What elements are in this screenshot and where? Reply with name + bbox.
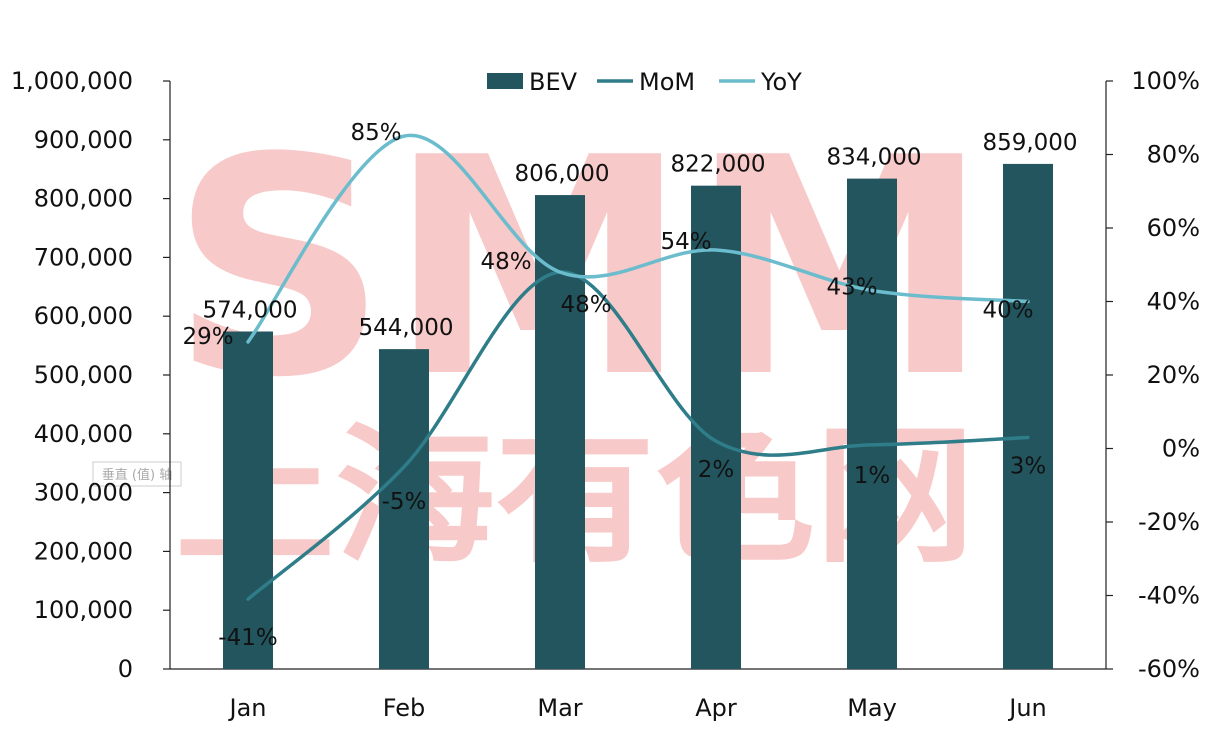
- mom-data-label: 48%: [560, 292, 611, 318]
- right-tick-label: 80%: [1147, 141, 1200, 169]
- yoy-data-label: 85%: [350, 120, 401, 146]
- bev-data-label: 544,000: [358, 315, 453, 341]
- yoy-data-label: 48%: [480, 249, 531, 275]
- legend-label: MoM: [639, 68, 695, 96]
- mom-data-label: 3%: [1010, 453, 1047, 479]
- legend-label: YoY: [760, 68, 802, 96]
- left-tick-label: 800,000: [34, 185, 133, 213]
- bar: [223, 331, 273, 669]
- yoy-data-label: 29%: [182, 324, 233, 350]
- x-tick-label: Feb: [383, 694, 426, 722]
- line-yoy: [246, 133, 1030, 344]
- x-tick-label: Apr: [695, 694, 737, 722]
- left-tick-label: 600,000: [34, 302, 133, 330]
- bev-data-label: 822,000: [670, 152, 765, 178]
- bar-series: [223, 163, 1053, 669]
- x-tick-label: Jan: [228, 694, 267, 722]
- right-tick-label: 100%: [1131, 67, 1200, 95]
- mom-data-label: -41%: [218, 625, 277, 651]
- right-tick-label: -60%: [1138, 655, 1200, 683]
- mom-data-label: 1%: [854, 463, 891, 489]
- yoy-data-label: 54%: [660, 229, 711, 255]
- right-tick-label: 0%: [1162, 435, 1200, 463]
- legend-label: BEV: [529, 68, 578, 96]
- bar: [1003, 163, 1053, 669]
- left-tick-label: 100,000: [34, 596, 133, 624]
- right-tick-label: 40%: [1147, 288, 1200, 316]
- right-tick-label: 60%: [1147, 214, 1200, 242]
- axis-title-stamp-text: 垂直 (值) 轴: [102, 467, 172, 483]
- legend-item-bev: BEV: [487, 68, 578, 96]
- left-tick-label: 1,000,000: [11, 67, 133, 95]
- left-tick-label: 500,000: [34, 361, 133, 389]
- right-tick-label: 20%: [1147, 361, 1200, 389]
- x-tick-label: Jun: [1007, 694, 1047, 722]
- right-tick-label: -40%: [1138, 582, 1200, 610]
- legend-item-yoy: YoY: [719, 68, 802, 96]
- legend: BEV MoM YoY: [487, 68, 802, 96]
- left-tick-label: 300,000: [34, 479, 133, 507]
- left-tick-label: 200,000: [34, 537, 133, 565]
- yoy-data-label: 43%: [826, 274, 877, 300]
- bev-data-label: 574,000: [202, 297, 297, 323]
- axes: 0 100,000 200,000 300,000 400,000 500,000 600,…: [11, 67, 1200, 722]
- left-tick-label: 0: [118, 655, 133, 683]
- legend-swatch: [487, 73, 523, 89]
- bar: [535, 195, 585, 669]
- bar: [847, 178, 897, 669]
- axis-title-stamp: 垂直 (值) 轴: [92, 461, 182, 487]
- legend-item-mom: MoM: [597, 68, 695, 96]
- x-tick-label: May: [847, 694, 897, 722]
- left-tick-label: 700,000: [34, 243, 133, 271]
- line-mom: [246, 270, 1030, 601]
- line-series: [246, 133, 1030, 601]
- bev-data-label: 859,000: [982, 130, 1077, 156]
- data-labels: 574,000 544,000 806,000 822,000 834,000 859,0…: [182, 120, 1077, 651]
- mom-data-label: -5%: [382, 489, 427, 515]
- bar: [379, 349, 429, 669]
- left-tick-label: 900,000: [34, 126, 133, 154]
- bev-data-label: 806,000: [514, 161, 609, 187]
- x-tick-label: Mar: [537, 694, 582, 722]
- yoy-data-label: 40%: [982, 298, 1033, 324]
- bev-data-label: 834,000: [826, 145, 921, 171]
- left-tick-label: 400,000: [34, 420, 133, 448]
- right-tick-label: -20%: [1138, 508, 1200, 536]
- mom-data-label: 2%: [698, 457, 735, 483]
